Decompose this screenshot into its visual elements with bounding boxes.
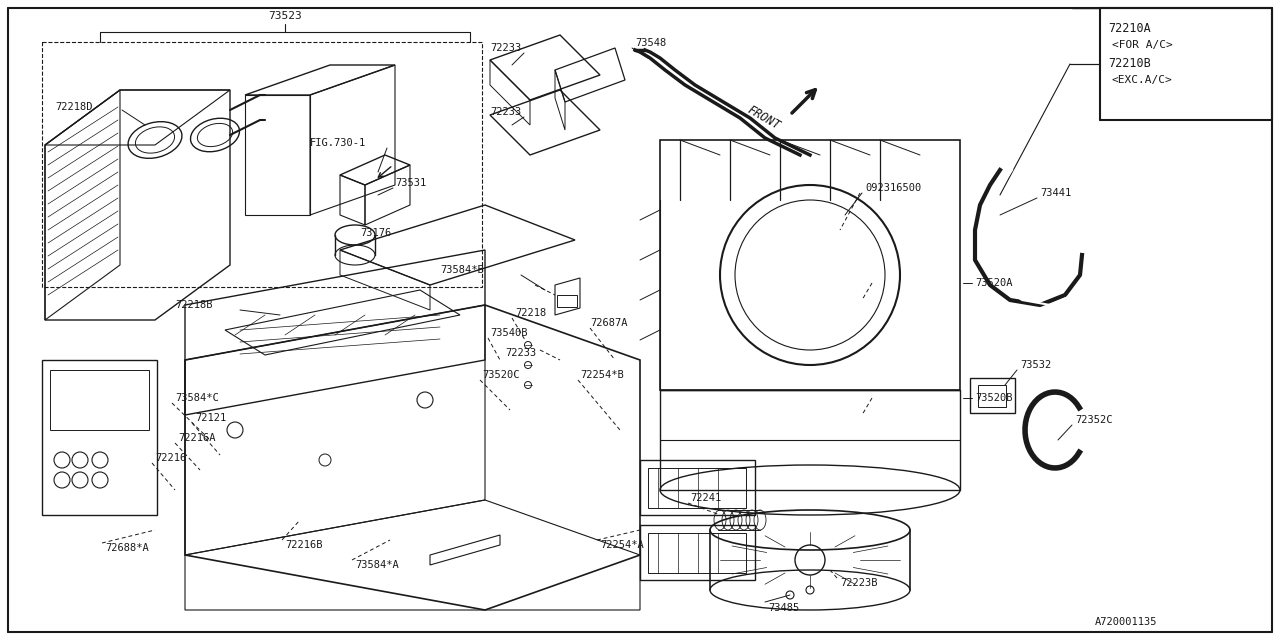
Bar xyxy=(978,385,1006,407)
Text: 73523: 73523 xyxy=(268,11,302,21)
Text: 72218B: 72218B xyxy=(175,300,212,310)
Text: 72210A: 72210A xyxy=(1108,22,1151,35)
Text: 72216A: 72216A xyxy=(178,433,215,443)
Text: 73584*C: 73584*C xyxy=(175,393,219,403)
Text: 72233: 72233 xyxy=(490,107,521,117)
Text: 72687A: 72687A xyxy=(590,318,627,328)
Bar xyxy=(648,533,746,573)
Text: 73584*A: 73584*A xyxy=(355,560,399,570)
Bar xyxy=(970,378,1015,413)
Text: 73520A: 73520A xyxy=(975,278,1012,288)
Text: FRONT: FRONT xyxy=(745,104,782,132)
Bar xyxy=(648,468,746,508)
Text: 73441: 73441 xyxy=(1039,188,1071,198)
Text: 72216: 72216 xyxy=(155,453,187,463)
Bar xyxy=(42,360,157,515)
Text: <EXC.A/C>: <EXC.A/C> xyxy=(1112,75,1172,85)
Text: 73584*B: 73584*B xyxy=(440,265,484,275)
Text: 73540B: 73540B xyxy=(490,328,527,338)
Text: 72241: 72241 xyxy=(690,493,721,503)
Bar xyxy=(42,42,483,287)
Text: 73532: 73532 xyxy=(1020,360,1051,370)
Text: 72218: 72218 xyxy=(515,308,547,318)
Text: 73485: 73485 xyxy=(768,603,799,613)
Text: 72254*A: 72254*A xyxy=(600,540,644,550)
Bar xyxy=(640,525,755,580)
Bar xyxy=(640,460,755,515)
Text: 72688*A: 72688*A xyxy=(105,543,148,553)
Text: 72223B: 72223B xyxy=(840,578,878,588)
Text: 72210B: 72210B xyxy=(1108,56,1151,70)
Bar xyxy=(557,295,577,307)
Text: 73520C: 73520C xyxy=(483,370,520,380)
Text: 72233: 72233 xyxy=(490,43,521,53)
Text: 72254*B: 72254*B xyxy=(580,370,623,380)
Text: 092316500: 092316500 xyxy=(865,183,922,193)
Text: 73531: 73531 xyxy=(396,178,426,188)
Text: A720001135: A720001135 xyxy=(1094,617,1157,627)
Text: 72352C: 72352C xyxy=(1075,415,1112,425)
Text: 72233: 72233 xyxy=(506,348,536,358)
Text: 73520B: 73520B xyxy=(975,393,1012,403)
Text: 72121: 72121 xyxy=(195,413,227,423)
Text: 73548: 73548 xyxy=(635,38,667,48)
Bar xyxy=(50,370,148,430)
Text: FIG.730-1: FIG.730-1 xyxy=(310,138,366,148)
Text: 72218D: 72218D xyxy=(55,102,92,112)
Text: 73176: 73176 xyxy=(360,228,392,238)
Text: <FOR A/C>: <FOR A/C> xyxy=(1112,40,1172,50)
Text: 72216B: 72216B xyxy=(285,540,323,550)
